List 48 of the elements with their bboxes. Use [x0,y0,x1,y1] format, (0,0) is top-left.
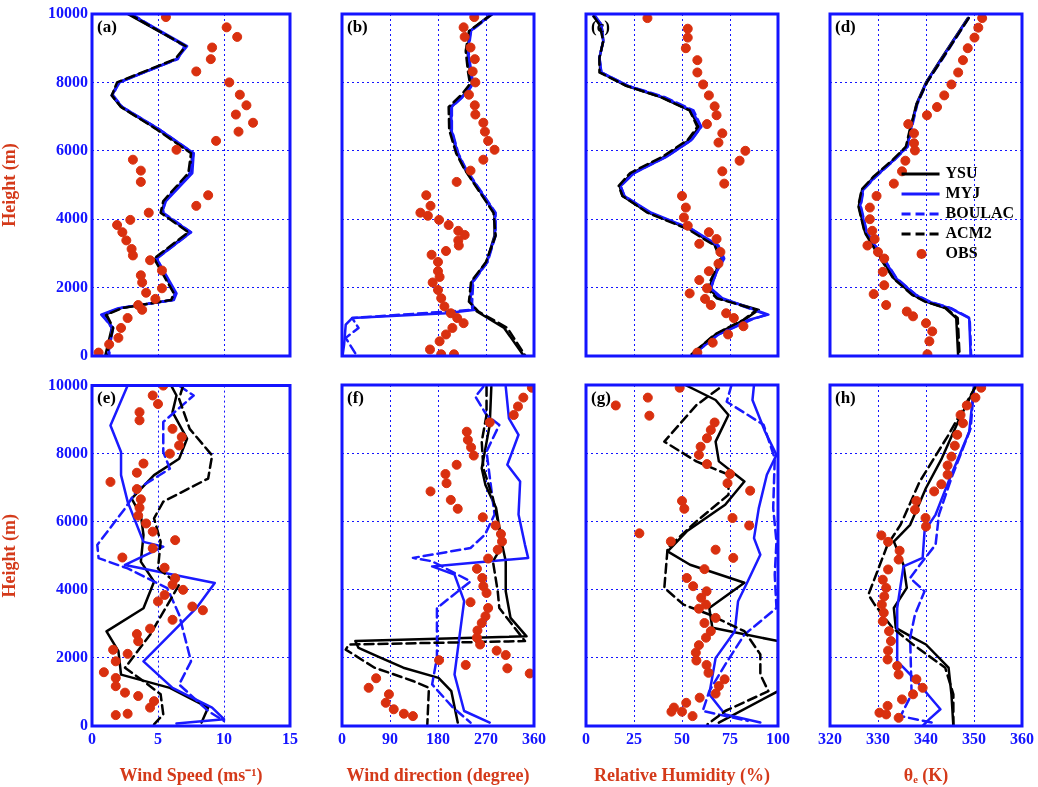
x-tick-label: 330 [866,729,890,747]
x-tick-label: 75 [722,729,738,747]
y-tick-label: 6000 [56,140,88,158]
y-tick-label: 6000 [56,511,88,529]
annotation: (e) [97,388,116,408]
legend-label: OBS [945,244,978,262]
annotation: (a) [97,16,117,36]
y-tick-label: 0 [80,716,88,734]
x-tick-label: 50 [674,729,690,747]
annotation: (h) [835,387,856,407]
y-tick-label: 4000 [56,579,88,597]
x-tick-label: 100 [766,729,790,747]
x-axis-title: Wind Speed (ms⁻¹) [119,764,263,786]
legend-label: BOULAC [945,204,1014,222]
y-tick-label: 2000 [56,277,88,295]
x-tick-label: 180 [426,729,450,747]
y-tick-label: 4000 [56,209,88,227]
x-tick-label: 25 [626,729,642,747]
y-tick-label: 10000 [48,375,88,393]
x-tick-label: 360 [522,729,546,747]
annotation: (d) [835,16,856,36]
x-tick-label: 320 [818,729,842,747]
y-axis-title: Height (m) [0,143,21,227]
y-tick-label: 10000 [48,4,88,22]
x-tick-label: 340 [914,729,938,747]
x-tick-label: 350 [962,729,986,747]
x-tick-label: 360 [1010,729,1034,747]
y-tick-label: 0 [80,346,88,364]
x-axis-title: Relative Humidity (%) [594,764,770,786]
annotation: (g) [591,387,611,407]
x-tick-label: 90 [382,729,398,747]
x-tick-label: 0 [582,729,590,747]
annotation: (f) [347,387,364,407]
y-axis-title: Height (m) [0,514,21,598]
annotation: (b) [347,16,368,36]
x-tick-label: 15 [282,729,298,747]
legend-label: ACM2 [945,224,992,242]
x-tick-label: 270 [474,729,498,747]
x-tick-label: 10 [216,729,232,747]
y-tick-label: 8000 [56,443,88,461]
y-tick-label: 8000 [56,72,88,90]
legend-label: YSU [945,164,978,182]
y-tick-label: 2000 [56,648,88,666]
x-tick-label: 5 [154,729,162,747]
x-axis-title: Wind direction (degree) [346,764,530,786]
x-axis-title: θₑ (K) [903,764,949,786]
legend-label: MYJ [945,184,981,202]
x-tick-label: 0 [338,729,346,747]
